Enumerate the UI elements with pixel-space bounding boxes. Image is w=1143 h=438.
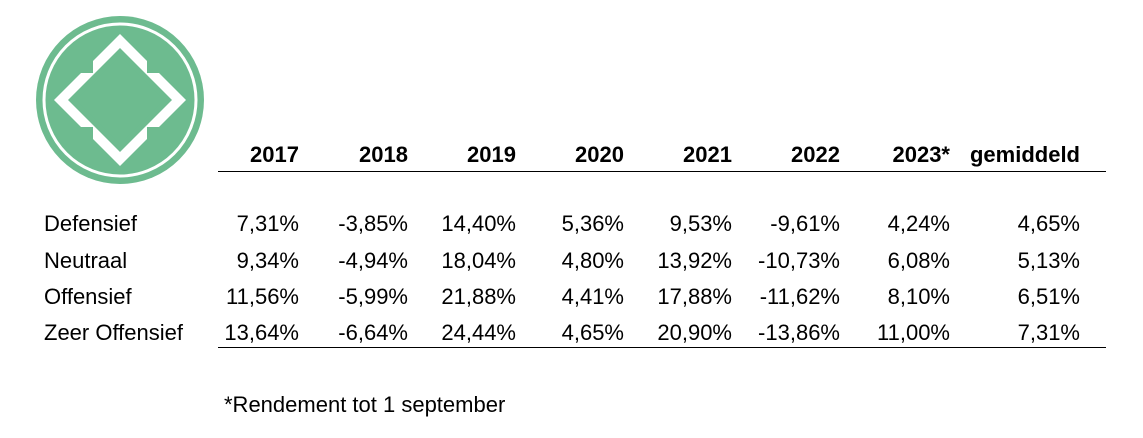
table-cell: 20,90% <box>657 320 732 345</box>
row-label: Offensief <box>44 284 132 309</box>
table-cell: -9,61% <box>770 211 840 236</box>
table-cell: 13,64% <box>224 320 299 345</box>
table-cell: -11,62% <box>759 284 840 309</box>
table-cell: 4,65% <box>1017 211 1080 236</box>
column-header: 2020 <box>575 142 624 167</box>
column-header: gemiddeld <box>969 142 1080 167</box>
table-cell: 8,10% <box>887 284 950 309</box>
table-cell: 11,56% <box>226 284 299 309</box>
table-cell: 7,31% <box>236 211 299 236</box>
table-cell: 18,04% <box>441 248 516 273</box>
table-cell: 4,65% <box>561 320 624 345</box>
table-cell: -13,86% <box>758 320 840 345</box>
table-cell: 6,51% <box>1017 284 1080 309</box>
row-label: Zeer Offensief <box>44 320 183 345</box>
column-header: 2023* <box>892 142 950 167</box>
table-cell: 17,88% <box>657 284 732 309</box>
table-cell: 6,08% <box>887 248 950 273</box>
table-cell: -5,99% <box>338 284 408 309</box>
table-cell: 4,41% <box>561 284 624 309</box>
column-header: 2022 <box>791 142 840 167</box>
table-cell: 7,31% <box>1017 320 1080 345</box>
column-header: 2018 <box>359 142 408 167</box>
table-rule <box>218 171 1106 172</box>
column-header: 2017 <box>250 142 299 167</box>
table-cell: 5,13% <box>1017 248 1080 273</box>
logo-icon <box>36 16 204 184</box>
column-header: 2021 <box>683 142 732 167</box>
table-rule <box>218 347 1106 348</box>
table-cell: 9,34% <box>236 248 299 273</box>
table-cell: 5,36% <box>561 211 624 236</box>
footnote: *Rendement tot 1 september <box>224 392 506 417</box>
table-cell: -4,94% <box>338 248 408 273</box>
table-cell: -10,73% <box>758 248 840 273</box>
row-label: Neutraal <box>44 248 128 273</box>
table-cell: -6,64% <box>338 320 408 345</box>
table-cell: 13,92% <box>657 248 732 273</box>
table-cell: 4,80% <box>561 248 624 273</box>
table-cell: 4,24% <box>887 211 950 236</box>
column-header: 2019 <box>467 142 516 167</box>
table-cell: -3,85% <box>338 211 408 236</box>
table-cell: 9,53% <box>669 211 732 236</box>
table-cell: 11,00% <box>877 320 950 345</box>
table-cell: 14,40% <box>441 211 516 236</box>
table-cell: 21,88% <box>441 284 516 309</box>
row-label: Defensief <box>44 211 137 236</box>
table-cell: 24,44% <box>441 320 516 345</box>
